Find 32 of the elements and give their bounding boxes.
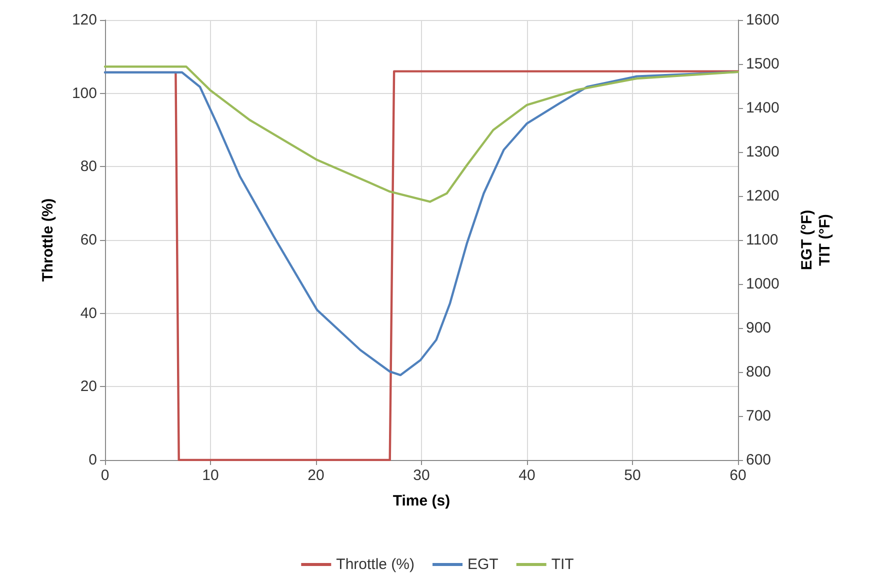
y-tick-label: 20 <box>80 378 97 396</box>
y2-tick-label: 700 <box>746 408 772 424</box>
y-tick-label: 120 <box>72 12 97 28</box>
y2-tick-label: 600 <box>746 452 772 468</box>
legend-label: TIT <box>551 556 574 573</box>
line-series <box>104 66 740 203</box>
x-axis-title: Time (s) <box>392 492 450 510</box>
y2-tick-label: 1000 <box>746 276 780 292</box>
y-tick-label: 40 <box>80 304 97 322</box>
y-tick-label: 60 <box>80 232 97 248</box>
y2-tick-label: 1200 <box>746 188 780 204</box>
y2-tick-label: 1100 <box>746 232 778 248</box>
x-tick-label: 10 <box>202 467 219 484</box>
x-tick-label: 50 <box>624 467 641 484</box>
y2-tick-label: 900 <box>746 320 772 336</box>
y2-tick-label: 800 <box>746 364 772 380</box>
x-tick-label: 30 <box>413 467 430 484</box>
y-tick-label: 0 <box>88 452 97 468</box>
y2-tick-label: 1300 <box>746 144 780 160</box>
y2-axis-title: EGT (°F) TIT (°F) <box>798 210 834 270</box>
y2-tick-label: 1600 <box>746 12 780 28</box>
x-tick-label: 60 <box>730 467 746 484</box>
x-tick-label: 0 <box>100 467 110 484</box>
y-tick-label: 100 <box>72 84 97 102</box>
x-tick-label: 20 <box>308 467 324 484</box>
y2-tick-label: 1400 <box>746 100 780 116</box>
legend-label: EGT <box>468 556 498 573</box>
y2-tick-label: 1500 <box>746 56 780 72</box>
y-axis-title: Throttle (%) <box>40 198 56 282</box>
y-tick-label: 80 <box>80 158 97 176</box>
x-tick-label: 40 <box>518 467 536 484</box>
legend-label: Throttle (%) <box>336 556 415 573</box>
